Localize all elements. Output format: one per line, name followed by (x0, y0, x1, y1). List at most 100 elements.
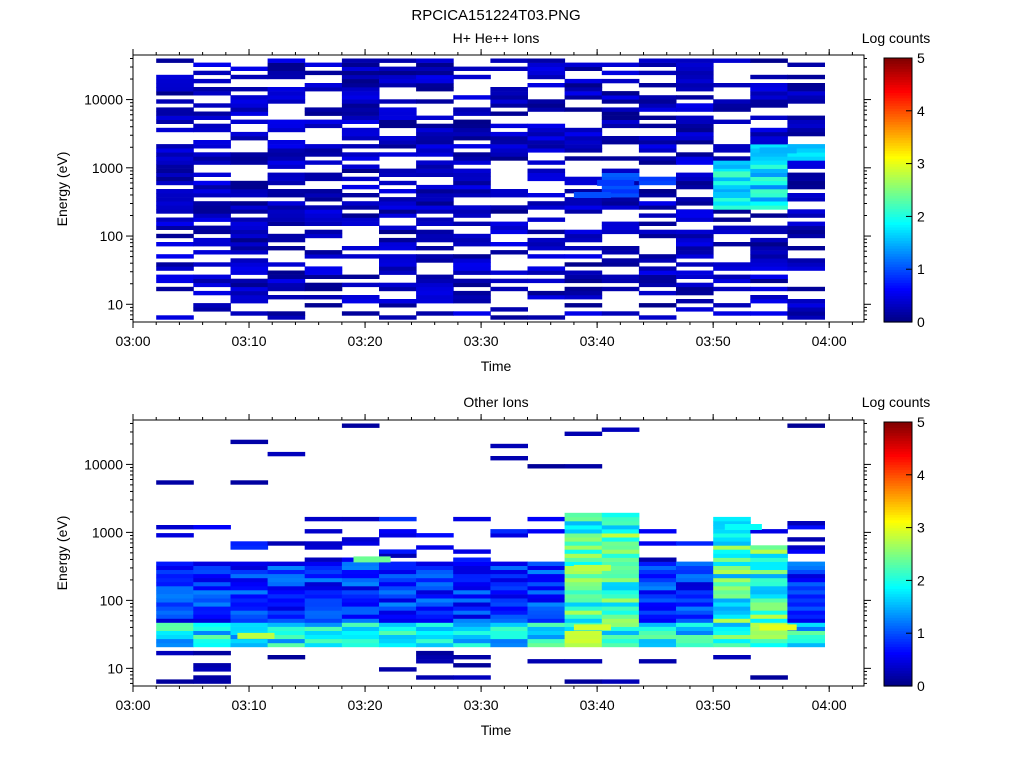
heatmap-cell (304, 606, 343, 611)
colorbar-swatch (884, 561, 912, 566)
heatmap-cell (156, 622, 194, 627)
heatmap-cell (453, 577, 491, 583)
heatmap-cell (713, 521, 751, 526)
heatmap-cell (601, 553, 640, 558)
heatmap-cell (453, 168, 491, 173)
heatmap-cell (193, 237, 231, 243)
colorbar-swatch (884, 129, 912, 133)
heatmap-cell (676, 606, 714, 611)
heatmap-cell (601, 70, 640, 76)
colorbar-swatch (884, 649, 912, 653)
heatmap-cell (564, 278, 603, 284)
y-tick-label: 100 (100, 592, 124, 608)
colorbar-swatch (884, 601, 912, 605)
colorbar-frame (883, 421, 913, 687)
heatmap-cell (341, 213, 380, 218)
heatmap-cell (638, 602, 677, 607)
heatmap-cell (750, 311, 788, 316)
heatmap-cell (750, 610, 788, 615)
heatmap-cell (750, 557, 788, 562)
heatmap-cell (341, 107, 380, 112)
heatmap-cell (564, 127, 603, 133)
colorbar-swatch (884, 306, 912, 310)
heatmap-cell (713, 610, 751, 615)
heatmap-cell (564, 431, 603, 436)
heatmap-cell (230, 180, 269, 186)
heatmap-cell (267, 602, 306, 607)
heatmap-cell (638, 123, 677, 129)
heatmap-cell (638, 83, 677, 88)
heatmap-cell (267, 295, 306, 300)
heatmap-cell (676, 602, 714, 607)
heatmap-cell (601, 286, 640, 292)
colorbar-swatch (884, 258, 912, 262)
heatmap-cell (341, 618, 380, 623)
heatmap-cell (230, 205, 269, 210)
heatmap-cell (490, 602, 528, 607)
colorbar-swatch (884, 102, 912, 107)
heatmap-cell (304, 123, 343, 129)
heatmap-cell (638, 99, 677, 104)
heatmap-cell (416, 299, 454, 304)
colorbar-swatch (884, 506, 912, 510)
heatmap-cell (453, 209, 491, 214)
heatmap-cell (750, 299, 788, 304)
heatmap-cell (564, 140, 603, 145)
heatmap-cell (713, 180, 751, 186)
x-tick-label: 03:00 (115, 333, 150, 349)
heatmap-cell (379, 254, 417, 259)
heatmap-cell (601, 176, 640, 182)
heatmap-cell (750, 642, 788, 648)
heatmap-cell (453, 295, 491, 300)
heatmap-cell (379, 561, 417, 566)
heatmap-cell (230, 74, 269, 80)
heatmap-cell (638, 115, 677, 120)
heatmap-cell (787, 561, 825, 566)
colorbar-swatch (884, 522, 912, 526)
heatmap-cell (527, 246, 566, 251)
heatmap-cell (638, 221, 677, 226)
colorbar-swatch (884, 435, 912, 439)
heatmap-cell (267, 618, 306, 623)
heatmap-cell (676, 131, 714, 137)
heatmap-cell (341, 184, 380, 190)
colorbar-swatch (884, 200, 912, 204)
heatmap-cell (638, 160, 677, 165)
heatmap-cell (193, 140, 231, 145)
heatmap-cell (416, 634, 454, 640)
heatmap-cell (787, 581, 825, 587)
heatmap-cell (379, 78, 417, 84)
heatmap-cell (267, 58, 306, 63)
heatmap-cell (638, 258, 677, 263)
heatmap-cell (713, 541, 751, 546)
heatmap-cell (416, 569, 454, 575)
heatmap-cell (676, 74, 714, 80)
heatmap-cell (564, 180, 603, 186)
colorbar-swatch (884, 551, 912, 555)
heatmap-cell (304, 602, 343, 607)
colorbar-swatch (884, 208, 912, 212)
heatmap-cell (676, 565, 714, 570)
heatmap-cell (230, 266, 269, 271)
heatmap-cell (230, 119, 269, 124)
heatmap-cell (787, 585, 825, 591)
colorbar-swatch (884, 540, 912, 545)
heatmap-cell (341, 91, 380, 96)
heatmap-cell (490, 225, 528, 230)
heatmap-cell (193, 618, 231, 623)
heatmap-cell (379, 569, 417, 575)
heatmap-cell (750, 189, 788, 194)
colorbar-swatch (884, 535, 912, 539)
colorbar-swatch (884, 245, 912, 249)
heatmap-cell (453, 172, 491, 177)
heatmap-cell (564, 209, 603, 214)
heatmap-cell (193, 565, 231, 570)
heatmap-cell (304, 229, 343, 235)
heatmap-cell (453, 254, 491, 259)
heatmap-cell (787, 144, 825, 149)
heatmap-cell (341, 205, 380, 210)
heatmap-cell (416, 581, 454, 587)
colorbar-swatch (884, 145, 912, 149)
heatmap-cell (787, 99, 825, 104)
heatmap-cell (230, 581, 269, 587)
